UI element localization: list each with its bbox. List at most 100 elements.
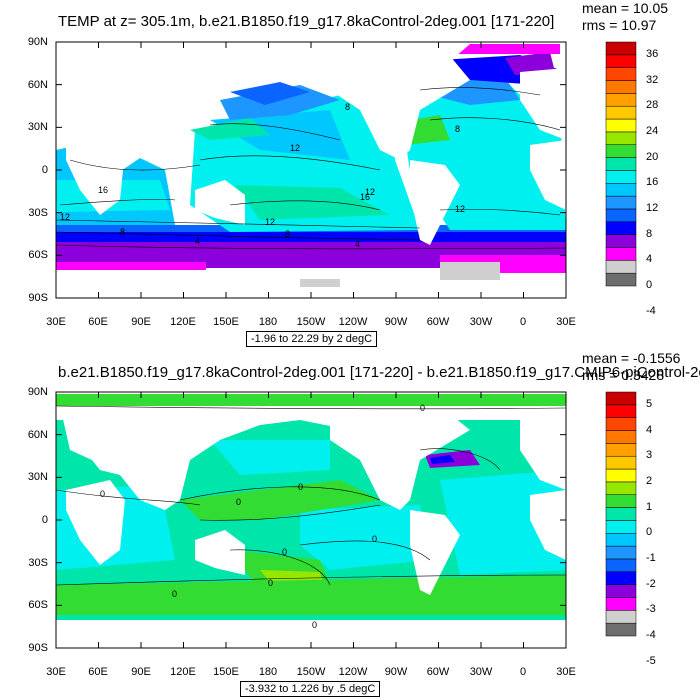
p2-europe-east	[520, 418, 566, 490]
colorbar-swatch	[605, 272, 637, 287]
panel2-map: 0 0 0 0 0 0 0 0 0	[56, 392, 566, 648]
colorbar-swatch	[605, 41, 637, 56]
p1-africa	[66, 130, 125, 215]
colorbar-swatch	[605, 430, 637, 444]
colorbar-label: 1	[646, 500, 653, 513]
colorbar-swatch	[605, 234, 637, 248]
p1-clabel: 8	[285, 229, 290, 239]
p2-lat-label: 60N	[27, 429, 48, 441]
colorbar-swatch	[605, 208, 637, 223]
p2-lat-label: 30S	[28, 557, 48, 569]
colorbar-swatch	[605, 80, 637, 94]
colorbar-swatch	[605, 118, 637, 133]
colorbar-swatch	[605, 468, 637, 483]
p1-band	[300, 279, 340, 287]
colorbar-swatch	[605, 597, 637, 611]
colorbar-swatch	[605, 54, 637, 68]
p2-clabel: 0	[100, 489, 105, 499]
colorbar-label: -3	[646, 603, 656, 616]
panel2-rms: rms = 0.3428	[582, 367, 665, 383]
p2-africa	[66, 480, 125, 565]
colorbar-swatch	[605, 404, 637, 418]
p1-lon-label: 30W	[469, 316, 493, 328]
p2-lat-label: 0	[41, 514, 48, 526]
p1-clabel: 4	[195, 236, 200, 246]
p1-lat-label: 30N	[27, 121, 48, 133]
p1-band	[56, 232, 566, 242]
p2-clabel: 0	[312, 620, 317, 630]
colorbar-swatch	[605, 571, 637, 585]
p1-europe	[56, 44, 160, 100]
colorbar-label: 32	[646, 73, 659, 86]
colorbar-label: 16	[646, 176, 659, 189]
p1-lon-label: 150E	[213, 316, 239, 328]
p1-clabel: 12	[60, 212, 70, 222]
p1-lon-label: 120W	[338, 316, 368, 328]
colorbar-swatch	[605, 558, 637, 573]
p1-clabel: 8	[345, 102, 350, 112]
colorbar-swatch	[605, 260, 637, 274]
p2-contours	[56, 405, 566, 586]
panel1-mean: mean = 10.05	[582, 0, 669, 16]
p2-namerica	[330, 406, 470, 510]
colorbar-swatch	[605, 494, 637, 508]
p2-lon-label: 0	[519, 666, 527, 678]
p1-lon-label: 0	[519, 316, 527, 328]
p1-lon-label: 30E	[46, 316, 66, 328]
p2-lon-label: 30W	[469, 666, 493, 678]
p1-clabel: 8	[120, 227, 125, 237]
p1-clabel: 12	[290, 143, 300, 153]
p1-norwegian	[505, 52, 555, 75]
colorbar-swatch	[605, 391, 637, 406]
colorbar-swatch	[605, 170, 637, 184]
p1-bering	[230, 82, 310, 105]
p2-southern	[56, 575, 566, 615]
p1-clabel: 12	[365, 187, 375, 197]
p1-spac	[235, 185, 390, 220]
p1-clabel: 12	[265, 217, 275, 227]
p1-lat-label: 60N	[27, 79, 48, 91]
panel2-stats: mean = -0.1556 rms = 0.3428	[582, 350, 680, 384]
panel1-stats: mean = 10.05 rms = 10.97	[582, 0, 668, 34]
colorbar-label: -4	[646, 629, 656, 641]
p1-clabel: 12	[455, 204, 465, 214]
colorbar-swatch	[605, 481, 637, 495]
colorbar-swatch	[605, 195, 637, 210]
p2-clabel: 0	[172, 589, 177, 599]
p2-lon-label: 30E	[556, 666, 576, 678]
p1-clabel: 4	[355, 239, 360, 249]
p1-lon-label: 120E	[170, 316, 196, 328]
p2-lat-label: 30N	[27, 471, 48, 483]
colorbar-swatch	[605, 584, 637, 598]
p1-lon-label: 30E	[556, 316, 576, 328]
p2-australia	[195, 530, 245, 575]
p2-lon-label: 60W	[426, 666, 450, 678]
p2-lon-label: 120W	[338, 666, 368, 678]
colorbar-swatch	[605, 93, 637, 107]
colorbar-swatch	[605, 520, 637, 534]
colorbar-swatch	[605, 443, 637, 457]
panel2-range-box: -3.932 to 1.226 by .5 degC	[240, 681, 381, 697]
p1-lon-label: 60E	[88, 316, 108, 328]
panel1-title: TEMP at z= 305.1m, b.e21.B1850.f19_g17.8…	[58, 13, 555, 30]
colorbar-swatch	[605, 247, 637, 261]
p2-pos	[180, 480, 380, 520]
p2-lat-label: 60S	[28, 599, 48, 611]
p2-clabel: 0	[420, 403, 425, 413]
p1-lat-label: 60S	[28, 249, 48, 261]
colorbar-swatch	[605, 507, 637, 521]
colorbar-label: -5	[646, 654, 656, 667]
p1-kuroshio	[190, 118, 270, 140]
ticks	[55, 41, 567, 649]
panel1-colorbar	[605, 41, 637, 287]
p2-lon-label: 150E	[213, 666, 239, 678]
p1-clabel: 16	[360, 192, 370, 202]
colorbar-label: 0	[646, 279, 653, 291]
p1-band	[56, 262, 206, 270]
colorbar-label: 36	[646, 47, 659, 60]
p2-lat-label: 90S	[28, 642, 48, 654]
panel2-mean: mean = -0.1556	[582, 350, 681, 366]
p2-clabel: 0	[298, 482, 303, 492]
colorbar-swatch	[605, 545, 637, 560]
